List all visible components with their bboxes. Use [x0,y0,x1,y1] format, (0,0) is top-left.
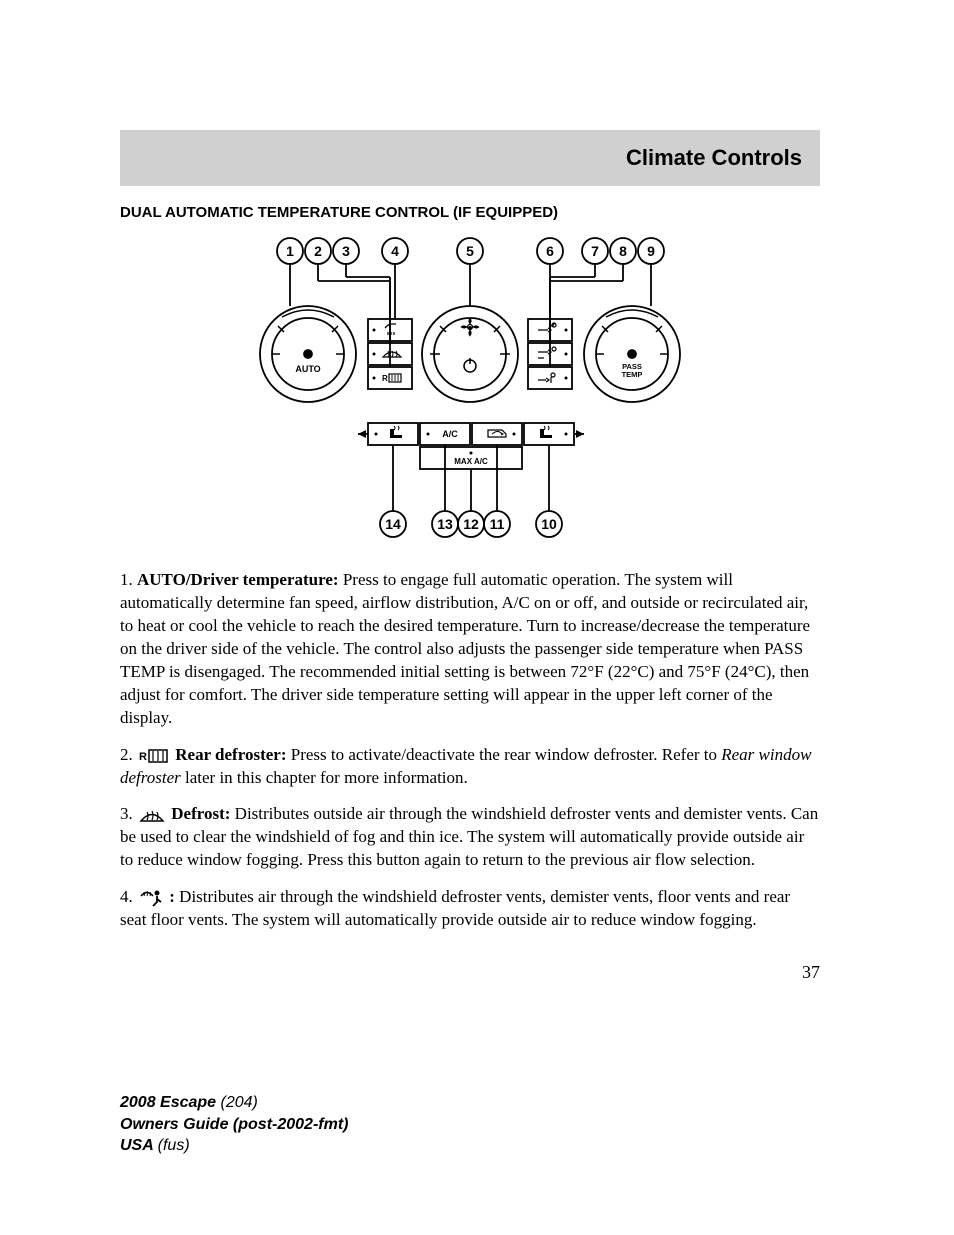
svg-text:TEMP: TEMP [622,370,643,379]
svg-text:14: 14 [385,516,401,532]
footer-code: (204) [221,1094,258,1111]
p1-num: 1. [120,570,137,589]
paragraph-1: 1. AUTO/Driver temperature: Press to eng… [120,569,820,730]
svg-text:9: 9 [647,243,655,259]
svg-text:A/C: A/C [442,429,458,439]
svg-text:R: R [139,751,147,763]
svg-text:8: 8 [619,243,627,259]
svg-text:1: 1 [286,243,294,259]
svg-text:5: 5 [466,243,474,259]
rear-defrost-icon: R [139,748,169,764]
svg-text:13: 13 [437,516,453,532]
p2-num: 2. [120,745,137,764]
climate-control-diagram: 123456789 1413121110 AUTO [230,231,710,551]
footer-line-1: 2008 Escape (204) [120,1092,348,1114]
p2-label: Rear defroster: [175,745,286,764]
svg-text:3: 3 [342,243,350,259]
p1-label: AUTO/Driver temperature: [137,570,339,589]
svg-text:10: 10 [541,516,557,532]
p2-text-b: later in this chapter for more informati… [181,768,468,787]
footer-line-2: Owners Guide (post-2002-fmt) [120,1114,348,1136]
paragraph-4: 4. : Distributes air through the windshi… [120,886,820,932]
page-number: 37 [120,962,820,983]
footer-fus: (fus) [158,1137,190,1154]
defrost-icon [139,808,165,824]
p4-num: 4. [120,887,137,906]
footer-model: 2008 Escape [120,1094,221,1111]
p3-num: 3. [120,804,137,823]
p2-text-a: Press to activate/deactivate the rear wi… [287,745,722,764]
svg-text:AUTO: AUTO [295,364,320,374]
header-bar: Climate Controls [120,130,820,186]
p4-text: Distributes air through the windshield d… [120,887,790,929]
floor-defrost-icon [139,889,163,907]
svg-text:6: 6 [546,243,554,259]
svg-text:11: 11 [490,516,505,532]
footer: 2008 Escape (204) Owners Guide (post-200… [120,1092,348,1157]
svg-text:4: 4 [391,243,399,259]
svg-text:R: R [382,374,388,383]
footer-region: USA [120,1137,158,1154]
paragraph-2: 2. R Rear defroster: Press to activate/d… [120,744,820,790]
svg-text:MAX A/C: MAX A/C [454,457,488,466]
p3-label: Defrost: [171,804,230,823]
header-title: Climate Controls [626,145,802,171]
svg-text:2: 2 [314,243,322,259]
section-title: DUAL AUTOMATIC TEMPERATURE CONTROL (IF E… [120,204,820,221]
svg-text:7: 7 [591,243,599,259]
paragraph-3: 3. Defrost: Distributes outside air thro… [120,803,820,872]
svg-text:12: 12 [463,516,479,532]
footer-line-3: USA (fus) [120,1135,348,1157]
p1-text: Press to engage full automatic operation… [120,570,810,727]
page-content: Climate Controls DUAL AUTOMATIC TEMPERAT… [120,130,820,983]
